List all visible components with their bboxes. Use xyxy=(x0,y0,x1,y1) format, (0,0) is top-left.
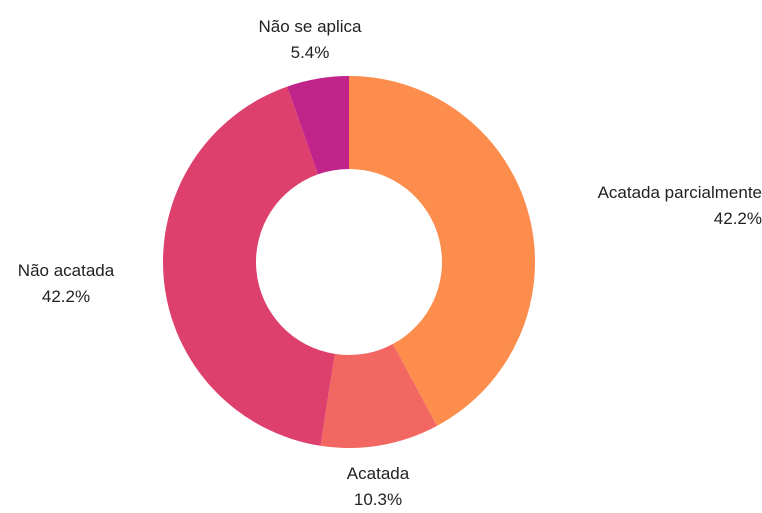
slice-value: 5.4% xyxy=(290,43,330,62)
slice-value: 42.2% xyxy=(713,209,762,228)
slice-name: Não se aplica xyxy=(258,17,362,36)
slice-name: Acatada xyxy=(346,464,410,483)
label-nao-se-aplica: Não se aplica 5.4% xyxy=(258,14,361,66)
slice-name: Não acatada xyxy=(17,261,115,280)
label-acatada-parcialmente: Acatada parcialmente 42.2% xyxy=(598,180,762,232)
donut-slice-2 xyxy=(162,86,335,446)
donut-slice-0 xyxy=(349,76,536,426)
label-acatada: Acatada 10.3% xyxy=(347,461,409,513)
label-nao-acatada: Não acatada 42.2% xyxy=(18,258,114,310)
donut-slice-1 xyxy=(320,343,437,449)
slice-value: 10.3% xyxy=(353,490,403,509)
slice-name: Acatada parcialmente xyxy=(597,183,762,202)
slice-value: 42.2% xyxy=(41,287,91,306)
donut-slice-3 xyxy=(287,76,349,175)
